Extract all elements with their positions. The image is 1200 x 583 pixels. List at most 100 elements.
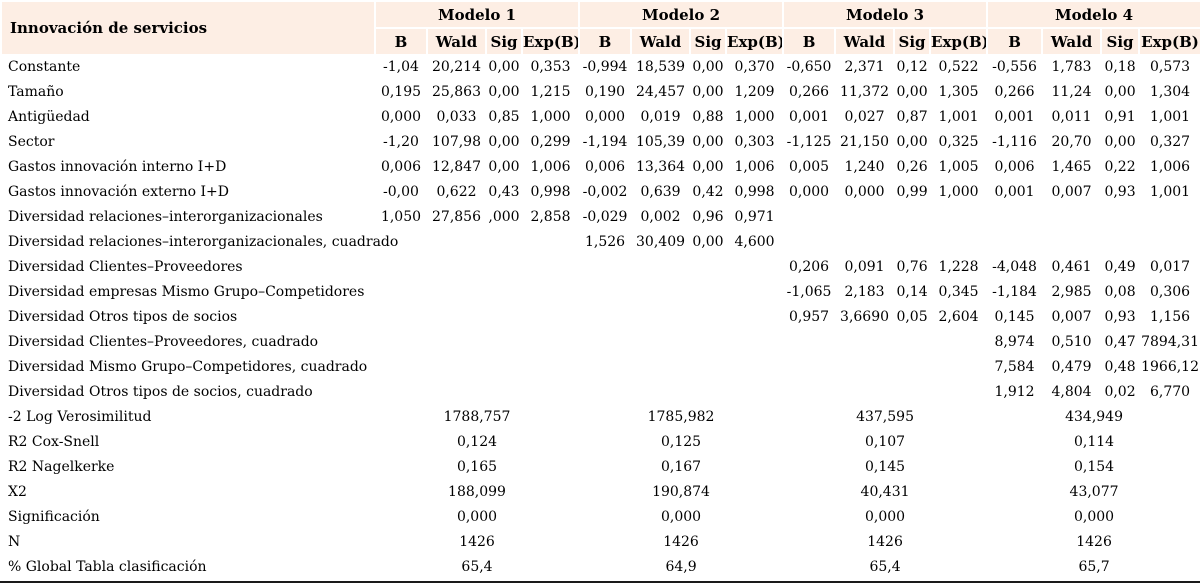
value-cell: [988, 206, 1042, 229]
table-row: Diversidad Clientes–Proveedores, cuadrad…: [2, 331, 1200, 354]
stat-header: Wald: [1043, 29, 1101, 54]
value-cell: [727, 281, 783, 304]
summary-row: R2 Cox-Snell 0,124 0,125 0,107 0,114: [2, 431, 1200, 454]
summary-value-cell: 1426: [376, 531, 579, 554]
value-cell: 0,00: [1102, 81, 1139, 104]
row-label: Tamaño: [2, 81, 374, 104]
summary-row-label: R2 Nagelkerke: [2, 456, 374, 479]
value-cell: [691, 381, 726, 404]
summary-value-cell: 1426: [580, 531, 783, 554]
value-cell: [523, 256, 579, 279]
summary-value-cell: 40,431: [784, 481, 987, 504]
value-cell: [580, 256, 631, 279]
value-cell: 0,622: [428, 181, 485, 204]
value-cell: 0,76: [895, 256, 930, 279]
row-label: Diversidad Mismo Grupo–Competidores, cua…: [2, 356, 374, 379]
stat-header: Exp(B): [727, 29, 783, 54]
value-cell: [428, 356, 485, 379]
value-cell: [727, 356, 783, 379]
table-row: Antigüedad 0,000 0,033 0,85 1,000 0,000 0,019 0…: [2, 106, 1200, 129]
value-cell: [691, 331, 726, 354]
stat-header: Exp(B): [1140, 29, 1200, 54]
value-cell: 0,195: [376, 81, 426, 104]
value-cell: 1,001: [1140, 181, 1200, 204]
value-cell: 1,000: [931, 181, 987, 204]
value-cell: [1043, 206, 1101, 229]
value-cell: [376, 281, 426, 304]
value-cell: 1,050: [376, 206, 426, 229]
value-cell: 0,00: [691, 156, 726, 179]
value-cell: [376, 381, 426, 404]
value-cell: 24,457: [632, 81, 690, 104]
row-label: Diversidad empresas Mismo Grupo–Competid…: [2, 281, 374, 304]
value-cell: [691, 281, 726, 304]
value-cell: [376, 256, 426, 279]
value-cell: 0,033: [428, 106, 485, 129]
model-header-row: Innovación de servicios Modelo 1 Modelo …: [2, 2, 1200, 54]
table-row: Diversidad Clientes–Proveedores 0,206 0,09…: [2, 256, 1200, 279]
value-cell: -1,125: [784, 131, 835, 154]
summary-row: R2 Nagelkerke 0,165 0,167 0,145 0,154: [2, 456, 1200, 479]
value-cell: [1043, 231, 1101, 254]
value-cell: [523, 281, 579, 304]
value-cell: 0,007: [1043, 306, 1101, 329]
value-cell: 0,019: [632, 106, 690, 129]
value-cell: [523, 331, 579, 354]
value-cell: [376, 331, 426, 354]
value-cell: 0,573: [1140, 56, 1200, 79]
summary-value-cell: 1785,982: [580, 406, 783, 429]
value-cell: 6,770: [1140, 381, 1200, 404]
value-cell: 0,971: [727, 206, 783, 229]
table-title: Innovación de servicios: [2, 2, 374, 54]
stat-header: B: [580, 29, 631, 54]
value-cell: [784, 331, 835, 354]
summary-value-cell: 434,949: [988, 406, 1200, 429]
value-cell: 0,00: [487, 81, 521, 104]
row-label: Diversidad relaciones–interorganizaciona…: [2, 231, 398, 254]
table-row: Diversidad Mismo Grupo–Competidores, cua…: [2, 356, 1200, 379]
value-cell: -1,065: [784, 281, 835, 304]
value-cell: 0,639: [632, 181, 690, 204]
value-cell: [691, 256, 726, 279]
stat-header: Wald: [428, 29, 485, 54]
summary-value-cell: 0,165: [376, 456, 579, 479]
stat-header: Sig: [1102, 29, 1139, 54]
value-cell: [1140, 231, 1200, 254]
value-cell: 0,48: [1102, 356, 1139, 379]
value-cell: 0,00: [691, 56, 726, 79]
value-cell: 0,027: [836, 106, 894, 129]
value-cell: [895, 356, 930, 379]
value-cell: -0,002: [580, 181, 631, 204]
model-3-header: Modelo 3: [784, 2, 987, 27]
value-cell: 1,001: [931, 106, 987, 129]
value-cell: 1,912: [988, 381, 1042, 404]
value-cell: [580, 381, 631, 404]
value-cell: 0,266: [988, 81, 1042, 104]
value-cell: -1,04: [376, 56, 426, 79]
value-cell: 25,863: [428, 81, 485, 104]
summary-value-cell: 65,4: [376, 556, 579, 579]
value-cell: 0,353: [523, 56, 579, 79]
row-label: Sector: [2, 131, 374, 154]
value-cell: 12,847: [428, 156, 485, 179]
value-cell: [487, 331, 521, 354]
value-cell: -1,194: [580, 131, 631, 154]
row-label: Diversidad Clientes–Proveedores, cuadrad…: [2, 331, 374, 354]
value-cell: -0,994: [580, 56, 631, 79]
value-cell: [632, 306, 690, 329]
value-cell: 1,005: [931, 156, 987, 179]
row-label: Diversidad Otros tipos de socios: [2, 306, 374, 329]
value-cell: 0,05: [895, 306, 930, 329]
stat-header: Wald: [632, 29, 690, 54]
stat-header: Sig: [895, 29, 930, 54]
value-cell: [428, 381, 485, 404]
summary-value-cell: 0,000: [988, 506, 1200, 529]
value-cell: [727, 306, 783, 329]
value-cell: -1,20: [376, 131, 426, 154]
value-cell: 0,12: [895, 56, 930, 79]
value-cell: 0,001: [988, 181, 1042, 204]
value-cell: [632, 356, 690, 379]
value-cell: 0,08: [1102, 281, 1139, 304]
stat-header: B: [784, 29, 835, 54]
